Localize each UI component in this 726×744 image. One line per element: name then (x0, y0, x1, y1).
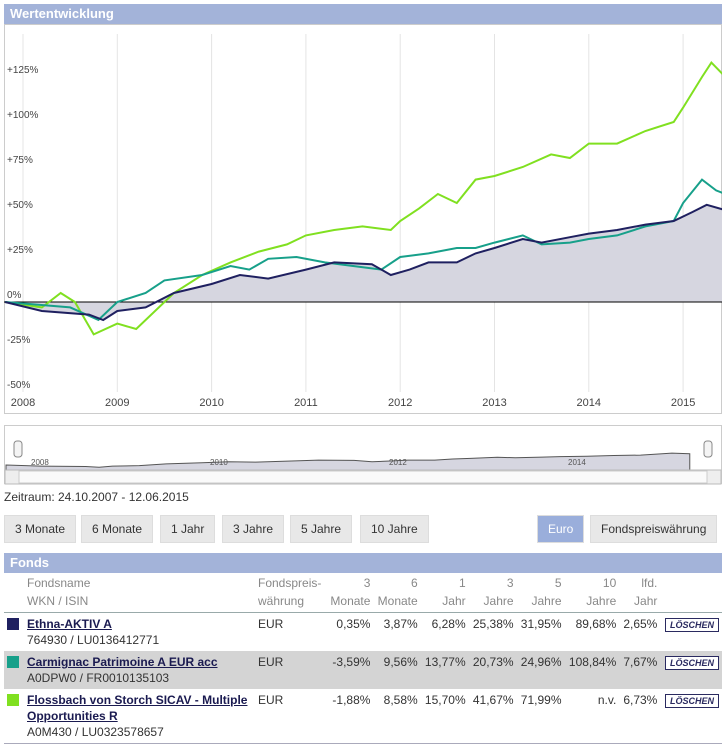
fund-return: 7,67% (623, 655, 658, 669)
fondspreiswaehrung-button[interactable]: Fondspreiswährung (590, 515, 718, 543)
fund-ids: 764930 / LU0136412771 (27, 633, 160, 647)
fonds-header: Fonds (4, 553, 722, 573)
y-tick-label: +50% (7, 200, 33, 211)
navigator-year-label: 2008 (31, 458, 49, 467)
y-tick-label: -25% (7, 335, 30, 346)
fund-return: 0,35% (336, 617, 371, 631)
fund-row: Carmignac Patrimoine A EUR acc A0DPW0 / F… (4, 651, 722, 689)
plot-frame (4, 24, 722, 414)
fund-name-link[interactable]: Flossbach von Storch SICAV - Multiple Op… (27, 693, 248, 723)
fonds-table: Fondsname WKN / ISIN Fondspreis-währung 3 Mo… (4, 572, 722, 744)
fund-return: 9,56% (383, 655, 418, 669)
navigator-year-label: 2014 (568, 458, 586, 467)
fund-return: 13,77% (424, 655, 466, 669)
x-tick-label: 2012 (388, 397, 412, 409)
fund-currency: EUR (258, 655, 284, 669)
euro-button[interactable]: Euro (537, 515, 585, 543)
column-header: 6 Monate (377, 576, 418, 608)
fund-return: n.v. (597, 693, 617, 707)
series-line-2 (4, 61, 722, 336)
fund-ids: A0M430 / LU0323578657 (27, 725, 164, 739)
fund-row: Flossbach von Storch SICAV - Multiple Op… (4, 689, 722, 744)
range-navigator[interactable]: 2008 2010 2012 2014 (4, 425, 722, 485)
fund-return: 20,73% (472, 655, 514, 669)
performance-chart: 2008 2009 2010 2011 2012 2013 2014 2015 +125% +10… (4, 24, 722, 414)
y-tick-label: 0% (7, 290, 22, 301)
zeitraum-label: Zeitraum: 24.10.2007 - 12.06.2015 (4, 490, 189, 504)
fund-return: -1,88% (332, 693, 371, 707)
fund-return: 108,84% (568, 655, 617, 669)
y-tick-label: -50% (7, 380, 30, 391)
y-tick-label: +125% (7, 65, 39, 76)
fund-return: -3,59% (332, 655, 371, 669)
range-3-monate-button[interactable]: 3 Monate (4, 515, 77, 543)
scrollbar-thumb[interactable] (18, 470, 708, 484)
fund-currency: EUR (258, 693, 284, 707)
y-tick-label: +25% (7, 245, 33, 256)
right-handle[interactable] (703, 440, 713, 458)
column-header: 10 Jahre (586, 576, 617, 608)
y-tick-label: +100% (7, 110, 39, 121)
column-header: 3 Jahre (483, 576, 514, 608)
navigator-year-label: 2010 (210, 458, 228, 467)
fund-currency: EUR (258, 617, 284, 631)
column-header: Fondspreis-währung (258, 576, 322, 608)
series-line-1 (5, 178, 722, 322)
fund-return: 89,68% (575, 617, 617, 631)
x-tick-label: 2009 (105, 397, 129, 409)
navigator-series (5, 452, 691, 471)
series-color-swatch (7, 694, 19, 706)
fund-return: 41,67% (472, 693, 514, 707)
column-header: lfd. Jahr (634, 576, 658, 608)
fund-return: 6,73% (623, 693, 658, 707)
x-tick-label: 2014 (577, 397, 601, 409)
y-tick-label: +75% (7, 155, 33, 166)
range-1-jahr-button[interactable]: 1 Jahr (160, 515, 216, 543)
fund-return: 3,87% (383, 617, 418, 631)
fund-ids: A0DPW0 / FR0010135103 (27, 671, 170, 685)
fund-return: 2,65% (623, 617, 658, 631)
column-header: 1 Jahr (442, 576, 466, 608)
fund-return: 6,28% (431, 617, 466, 631)
x-tick-label: 2008 (11, 397, 35, 409)
range-10-jahre-button[interactable]: 10 Jahre (360, 515, 429, 543)
fund-return: 31,95% (520, 617, 562, 631)
series-color-swatch (7, 618, 19, 630)
delete-button[interactable]: LÖSCHEN (664, 694, 719, 708)
x-tick-label: 2011 (294, 397, 318, 409)
fund-name-link[interactable]: Ethna-AKTIV A (27, 617, 112, 631)
fund-name-link[interactable]: Carmignac Patrimoine A EUR acc (27, 655, 218, 669)
fund-return: 71,99% (520, 693, 562, 707)
series-color-swatch (7, 656, 19, 668)
x-tick-label: 2013 (482, 397, 506, 409)
range-6-monate-button[interactable]: 6 Monate (81, 515, 154, 543)
navigator-year-label: 2012 (389, 458, 407, 467)
chart-header: Wertentwicklung (4, 4, 722, 24)
fund-return: 8,58% (383, 693, 418, 707)
delete-button[interactable]: LÖSCHEN (664, 618, 719, 632)
column-header: 3 Monate (330, 576, 371, 608)
range-3-jahre-button[interactable]: 3 Jahre (222, 515, 285, 543)
x-tick-label: 2010 (199, 397, 223, 409)
left-handle[interactable] (13, 440, 23, 458)
range-5-jahre-button[interactable]: 5 Jahre (290, 515, 353, 543)
fund-return: 15,70% (424, 693, 466, 707)
fund-row: Ethna-AKTIV A 764930 / LU0136412771 EUR 0… (4, 613, 722, 652)
column-header: 5 Jahre (531, 576, 562, 608)
column-header: Fondsname WKN / ISIN (27, 576, 91, 608)
delete-button[interactable]: LÖSCHEN (664, 656, 719, 670)
series-line-0 (4, 203, 722, 322)
fund-return: 25,38% (472, 617, 514, 631)
fund-return: 24,96% (520, 655, 562, 669)
x-tick-label: 2015 (671, 397, 695, 409)
